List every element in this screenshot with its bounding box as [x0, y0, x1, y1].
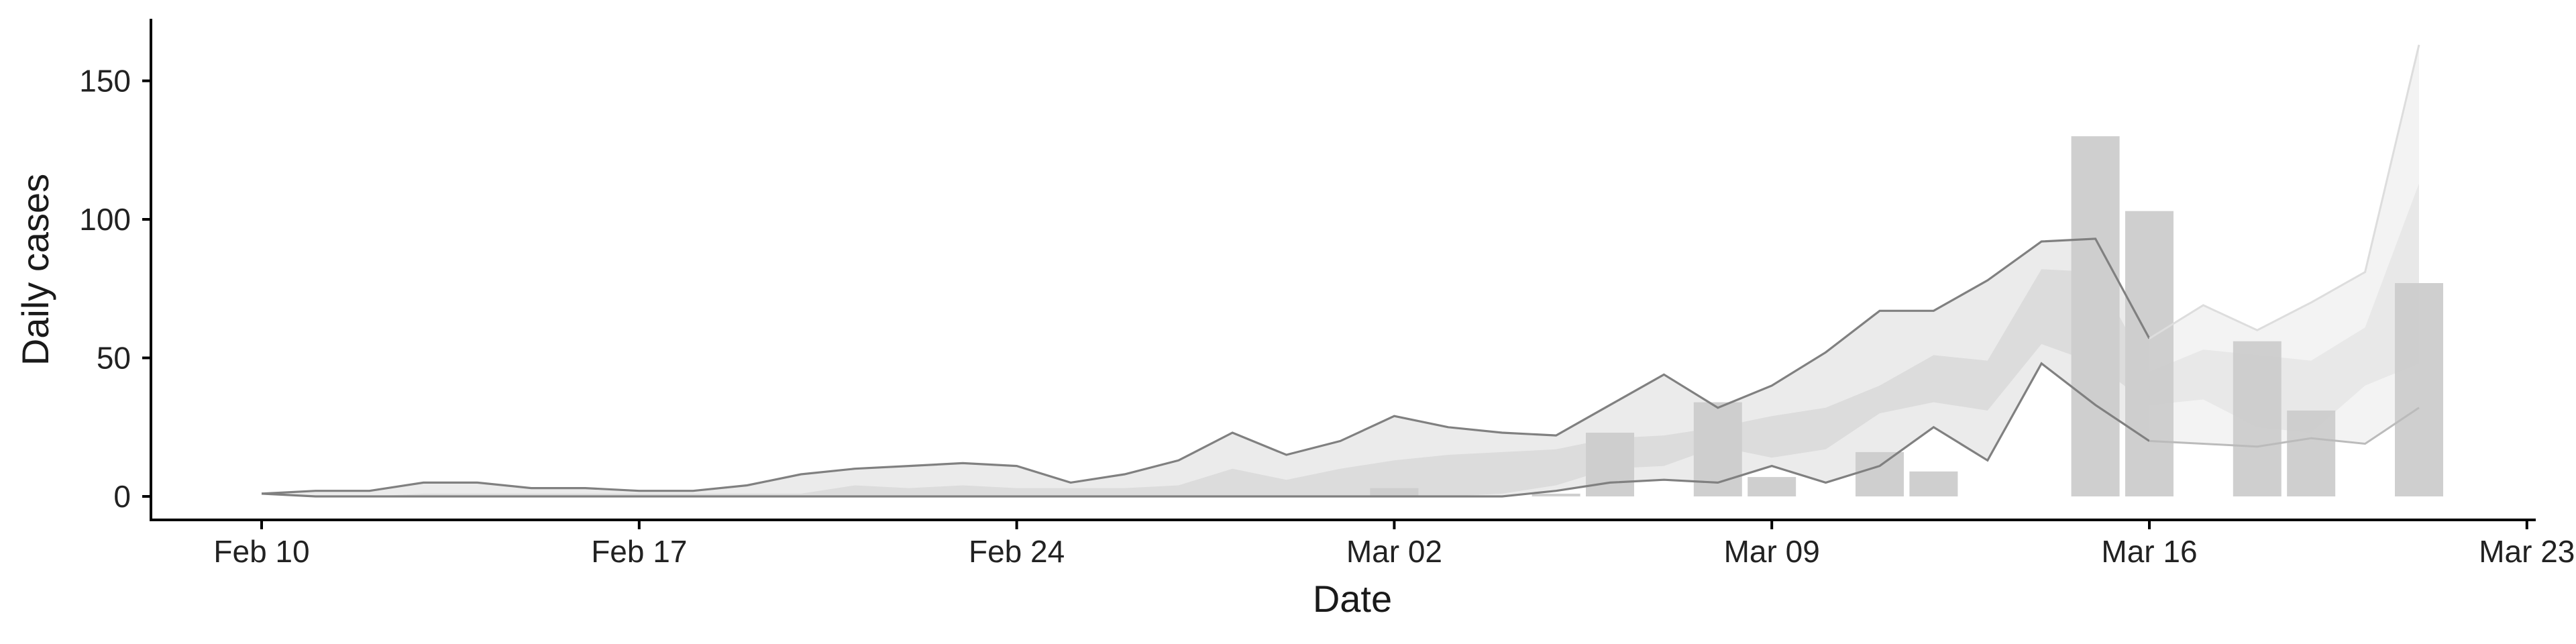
observed-bar [1370, 488, 1419, 496]
x-tick-label: Mar 02 [1346, 534, 1442, 569]
x-tick-label: Feb 17 [591, 534, 687, 569]
y-ticks: 0 50 100 150 [79, 64, 151, 514]
x-tick-label: Feb 24 [969, 534, 1065, 569]
x-tick-label: Mar 09 [1724, 534, 1820, 569]
outer-fit-band [262, 238, 2149, 496]
x-tick-label: Mar 23 [2479, 534, 2575, 569]
x-tick-label: Feb 10 [213, 534, 309, 569]
observed-bar [1856, 451, 1904, 496]
observed-bar [2125, 211, 2174, 496]
upper-bound-line [261, 237, 2151, 495]
observed-bars [1370, 136, 2443, 497]
fit-bands [262, 238, 2149, 496]
observed-bar [1748, 477, 1796, 496]
x-ticks: Feb 10 Feb 17 Feb 24 Mar 02 Mar 09 Mar 16 Mar … [213, 520, 2575, 569]
y-tick-label: 0 [113, 479, 131, 514]
observed-bar [2395, 283, 2443, 496]
projection-lower-line [2149, 407, 2420, 448]
y-axis-title: Daily cases [14, 174, 56, 366]
observed-bar [2233, 341, 2282, 496]
bound-lines [261, 44, 2420, 498]
lower-bound-line [261, 362, 2150, 498]
observed-bar [1909, 471, 1958, 496]
inner-fit-band [262, 269, 2149, 496]
y-tick-label: 150 [79, 64, 131, 99]
axes [150, 19, 2536, 521]
observed-bar [1586, 433, 1634, 496]
projection-upper-line [2149, 44, 2420, 339]
x-axis-title: Date [1313, 578, 1392, 620]
projection-bands [2149, 44, 2419, 447]
observed-bar [1532, 493, 1580, 496]
x-tick-label: Mar 16 [2101, 534, 2197, 569]
y-tick-label: 100 [79, 202, 131, 237]
inner-projection-band [2149, 183, 2419, 433]
observed-bar [2071, 136, 2120, 497]
y-tick-label: 50 [97, 341, 131, 376]
observed-bar [2287, 411, 2336, 496]
